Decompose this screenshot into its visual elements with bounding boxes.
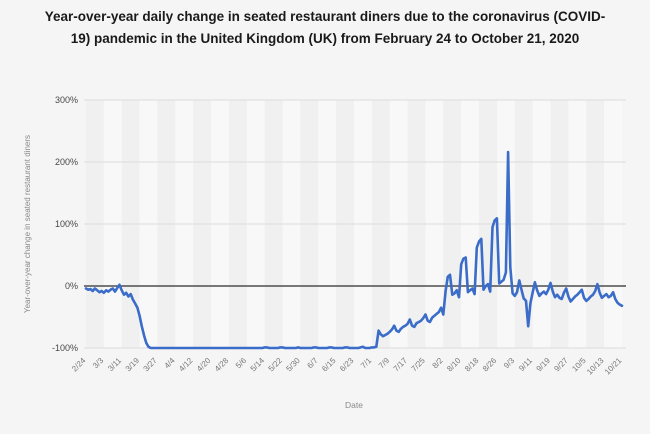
x-tick-label: 3/27 [142, 356, 160, 374]
x-tick-label: 4/4 [163, 356, 178, 371]
x-tick-label: 10/13 [585, 356, 606, 377]
x-tick-label: 5/22 [267, 356, 285, 374]
chart-generated: 300%200%100%0%-100%2/24 3/3 3/11 3/19 3/27 4/… [52, 95, 626, 377]
x-tick-label: 9/11 [517, 356, 534, 373]
x-tick-label: 6/15 [320, 356, 338, 374]
x-tick-label: 9/27 [552, 356, 570, 374]
x-tick-label: 6/7 [305, 356, 320, 371]
x-tick-label: 8/10 [445, 356, 463, 374]
x-tick-label: 8/2 [431, 356, 446, 371]
y-tick-label: 200% [55, 157, 78, 167]
x-tick-label: 8/26 [481, 356, 499, 374]
y-tick-label: 0% [65, 281, 78, 291]
x-tick-label: 9/19 [535, 356, 553, 374]
x-tick-label: 7/9 [377, 356, 392, 371]
chart-title: Year-over-year daily change in seated re… [44, 9, 606, 46]
x-tick-label: 3/19 [124, 356, 142, 374]
x-axis-title: Date [345, 400, 363, 410]
x-tick-label: 7/1 [359, 356, 374, 371]
x-tick-label: 5/14 [249, 356, 267, 374]
chart-area: 300% 200% 100% 0% -100% 2/24 3/3 3/11 3/19 3/27 4/… [0, 88, 650, 429]
x-tick-label: 5/6 [234, 356, 249, 371]
data-line [84, 150, 624, 350]
x-tick-label: 4/28 [213, 356, 231, 374]
chart-svg: 300%200%100%0%-100%2/24 3/3 3/11 3/19 3/27 4/… [23, 95, 626, 410]
x-tick-label: 3/3 [91, 356, 106, 371]
x-tick-label: 2/24 [70, 356, 88, 374]
y-tick-label: 100% [55, 219, 78, 229]
x-tick-label: 3/11 [106, 356, 123, 373]
x-tick-label: 7/17 [392, 356, 410, 374]
x-tick-label: 4/12 [177, 356, 195, 374]
y-tick-label: 300% [55, 95, 78, 105]
x-tick-label: 10/21 [603, 356, 624, 377]
x-tick-label: 5/30 [284, 356, 302, 374]
x-tick-label: 7/25 [410, 356, 428, 374]
x-tick-label: 4/20 [195, 356, 213, 374]
y-axis-title: Year-over-year change in seated restaura… [23, 135, 32, 313]
y-tick-label: -100% [52, 343, 78, 353]
x-tick-label: 9/3 [502, 356, 517, 371]
x-tick-label: 6/23 [338, 356, 356, 374]
x-tick-label: 8/18 [463, 356, 481, 374]
